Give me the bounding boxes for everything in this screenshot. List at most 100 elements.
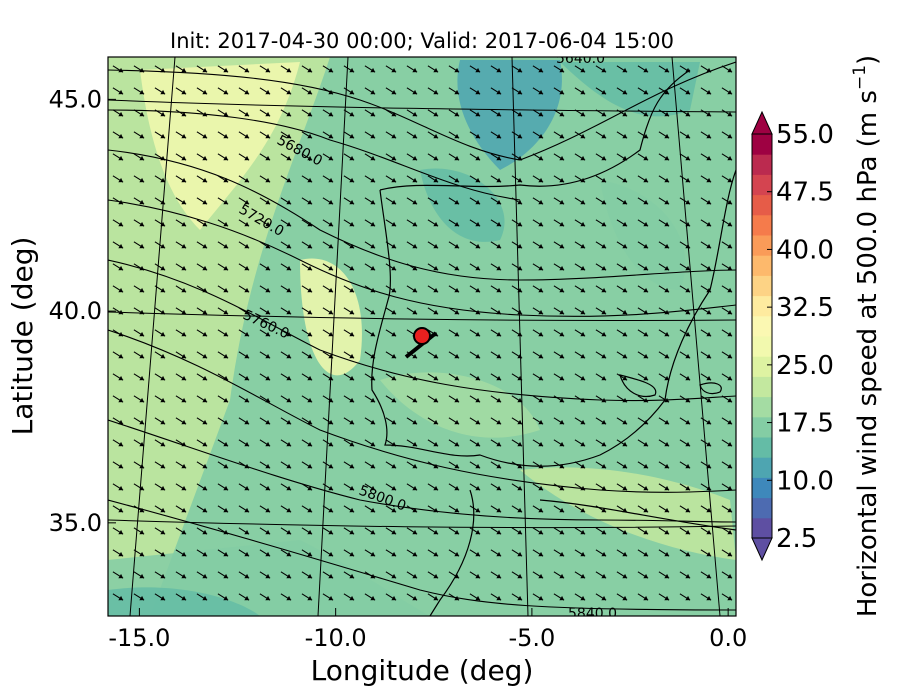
wind-vector-head xyxy=(286,419,292,425)
wind-vector xyxy=(616,131,628,139)
wind-vector xyxy=(448,593,460,601)
wind-vector-head xyxy=(559,133,565,139)
wind-vector-head xyxy=(286,309,292,315)
wind-vector xyxy=(259,87,271,95)
wind-vector-head xyxy=(370,551,376,557)
wind-vector-head xyxy=(538,155,544,161)
wind-vector xyxy=(553,109,565,117)
wind-vector-head xyxy=(244,441,250,447)
wind-vector xyxy=(406,593,418,601)
wind-vector-head xyxy=(307,463,313,469)
wind-vector-head xyxy=(433,287,439,293)
wind-vector xyxy=(679,395,691,403)
wind-vector xyxy=(574,109,586,117)
wind-vector xyxy=(406,65,418,73)
wind-vector-head xyxy=(265,111,271,117)
colorbar-segment xyxy=(752,477,772,499)
wind-vector xyxy=(301,439,313,447)
wind-vector xyxy=(154,351,166,359)
wind-vector-head xyxy=(496,529,502,535)
wind-vector xyxy=(427,197,439,205)
wind-vector-head xyxy=(496,221,502,227)
wind-vector-head xyxy=(265,463,271,469)
wind-vector-head xyxy=(559,287,565,293)
wind-vector-head xyxy=(538,111,544,117)
colorbar-tick-label: 40.0 xyxy=(776,235,834,265)
wind-vector xyxy=(721,87,733,95)
wind-vector-head xyxy=(244,177,250,183)
wind-vector-head xyxy=(622,353,628,359)
wind-vector xyxy=(133,483,145,491)
wind-vector xyxy=(532,87,544,95)
wind-vector xyxy=(532,263,544,271)
wind-vector-head xyxy=(286,375,292,381)
wind-vector-head xyxy=(181,111,187,117)
wind-vector xyxy=(385,219,397,227)
wind-vector-head xyxy=(496,89,502,95)
wind-vector xyxy=(679,197,691,205)
wind-vector-head xyxy=(202,243,208,249)
wind-vector xyxy=(553,307,565,315)
wind-vector-head xyxy=(349,529,355,535)
wind-vector xyxy=(427,175,439,183)
wind-vector-head xyxy=(454,287,460,293)
wind-vector-head xyxy=(370,221,376,227)
wind-vector-head xyxy=(622,309,628,315)
wind-vector xyxy=(595,439,607,447)
wind-vector-head xyxy=(496,111,502,117)
wind-vector-head xyxy=(223,287,229,293)
wind-vector xyxy=(406,373,418,381)
wind-vector xyxy=(112,527,124,535)
wind-vector-head xyxy=(202,177,208,183)
wind-vector xyxy=(700,461,712,469)
wind-vector xyxy=(154,439,166,447)
wind-vector-head xyxy=(538,177,544,183)
wind-vector-head xyxy=(202,199,208,205)
wind-vector xyxy=(679,307,691,315)
wind-vector xyxy=(658,527,670,535)
wind-vector-head xyxy=(580,375,586,381)
wind-vector xyxy=(448,131,460,139)
wind-vector xyxy=(448,219,460,227)
wind-vector xyxy=(154,505,166,513)
wind-vector-head xyxy=(244,419,250,425)
wind-vector-head xyxy=(349,265,355,271)
wind-vector xyxy=(280,131,292,139)
wind-vector-head xyxy=(622,419,628,425)
wind-vector-head xyxy=(349,177,355,183)
wind-vector xyxy=(154,197,166,205)
wind-vector-head xyxy=(580,353,586,359)
wind-vector-head xyxy=(118,243,124,249)
colorbar-label-text: Horizontal wind speed at 500.0 hPa (m s xyxy=(853,90,883,617)
wind-vector xyxy=(154,593,166,601)
wind-vector-head xyxy=(664,67,670,73)
wind-vector-head xyxy=(160,111,166,117)
wind-vector xyxy=(406,527,418,535)
wind-vector-head xyxy=(370,309,376,315)
wind-vector xyxy=(427,307,439,315)
wind-vector xyxy=(448,153,460,161)
wind-vector xyxy=(595,131,607,139)
wind-vector-head xyxy=(412,397,418,403)
wind-vector-head xyxy=(223,177,229,183)
wind-vector xyxy=(721,483,733,491)
wind-vector-head xyxy=(580,89,586,95)
wind-vector-head xyxy=(559,375,565,381)
meridian-line xyxy=(129,57,176,616)
wind-vector-head xyxy=(622,485,628,491)
wind-vector xyxy=(385,505,397,513)
wind-vector xyxy=(217,131,229,139)
wind-vector-head xyxy=(622,89,628,95)
wind-vector xyxy=(700,131,712,139)
wind-vector xyxy=(322,593,334,601)
wind-vector xyxy=(616,241,628,249)
wind-vector xyxy=(637,307,649,315)
wind-vector-head xyxy=(139,485,145,491)
wind-vector xyxy=(133,241,145,249)
wind-vector-head xyxy=(559,221,565,227)
wind-vector xyxy=(469,395,481,403)
wind-vector-head xyxy=(349,221,355,227)
wind-vector xyxy=(574,439,586,447)
wind-vector-head xyxy=(391,419,397,425)
wind-vector-head xyxy=(244,353,250,359)
